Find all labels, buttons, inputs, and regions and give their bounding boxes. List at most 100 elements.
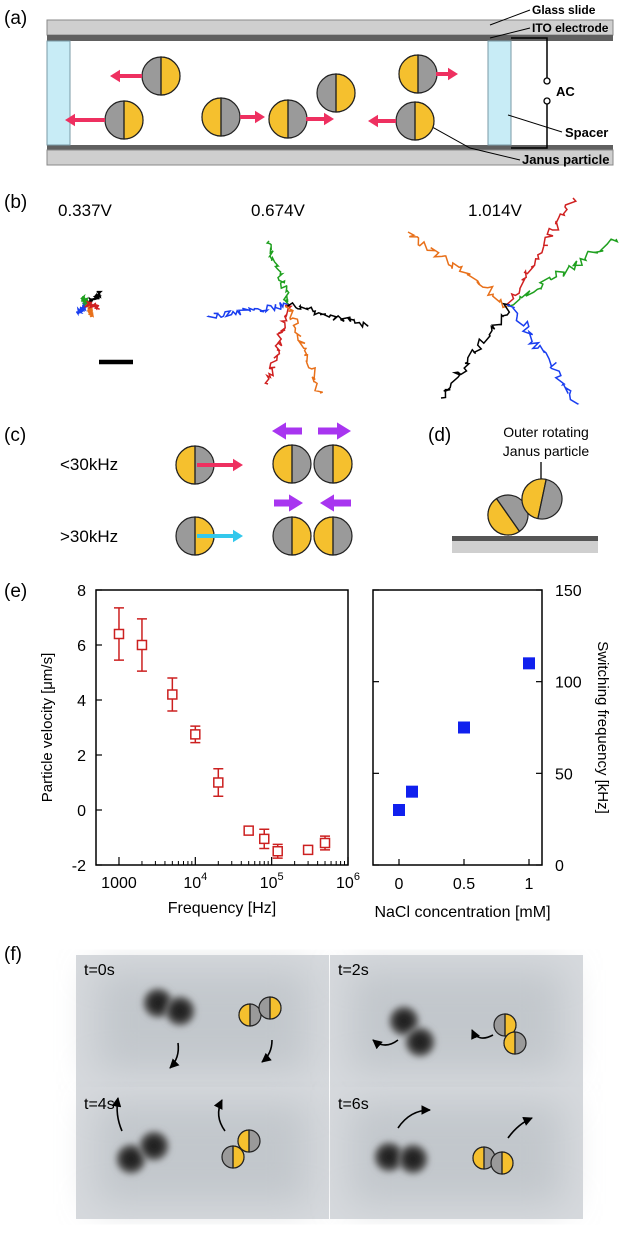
xtick-exponent: 5 [277,871,283,883]
frame-shading [350,970,563,1072]
xtick-label: 0 [395,876,404,893]
janus-icon [258,996,282,1020]
ac-wire-bottom [511,104,548,149]
panel-c: (c) <30kHz >30kHz [4,422,353,556]
glass-slide-leader [489,9,531,26]
janus-yellow-half [291,516,312,556]
ytick-label: 2 [77,748,86,765]
data-point [259,828,270,850]
janus-diagram-c [175,422,353,556]
data-point [113,607,125,661]
marker-square [393,804,405,816]
xtick-label: 0.5 [453,876,475,893]
marker-square [243,825,254,836]
trajectory-0674-0 [265,240,290,306]
arrow-head [337,422,351,440]
outer-rotating-label-1: Outer rotating [503,424,589,440]
motion-arrow-6 [306,112,334,126]
janus-particle-3 [316,73,356,113]
outer-rotating-label-2: Janus particle [503,443,590,459]
marker-square [272,846,283,857]
micrograph-frame-3 [330,1087,583,1219]
data-point [213,768,224,797]
janus-icon [490,1151,514,1175]
ito-electrode-bottom [47,145,613,150]
voltage-label-1: 0.337V [58,201,113,220]
micrograph-frames [76,955,583,1219]
glass-slide-top [46,19,614,36]
arrow-purple-high-right [320,494,351,512]
janus-yellow-half [398,54,419,94]
xtick-label: 105 [260,871,284,892]
janus-yellow-half [237,1129,250,1153]
motion-arrow-5 [240,110,265,124]
motion-arrow-2 [436,67,458,81]
ytick-label: 150 [555,583,582,600]
marker-square [302,844,314,856]
xtick-label: 106 [336,871,360,892]
janus-particle-4 [104,100,144,140]
motion-arrow-7 [368,114,396,128]
panel-d: (d) Outer rotating Janus particle [428,424,598,553]
arrow-head [272,422,286,440]
marker-square [319,837,331,849]
panel-label-c: (c) [4,425,26,446]
ytick-label: 50 [555,766,573,783]
marker-square [113,628,125,640]
janus-icon [503,1031,527,1055]
janus-particles-a [65,54,458,141]
janus-particle-5 [201,97,241,137]
x-axis-title: Frequency [Hz] [168,900,276,917]
janus-yellow-half [269,996,282,1020]
marker-square [213,777,224,788]
janus-pair-high-left [272,516,312,556]
panel-label-e: (e) [4,581,27,602]
trajectory-0674-4 [287,301,369,329]
velocity-chart: -2 0 2 4 6 8 1000 104 105 106 Frequency [Hz] Partic… [39,583,360,917]
janus-yellow-half [414,101,435,141]
data-point [272,843,283,859]
rotation-arrow [397,1105,431,1129]
xtick-label: 1 [525,876,534,893]
icon-rotation-arrow [507,1116,533,1139]
micrograph-frame-2 [76,1087,329,1219]
ito-electrode-leader [489,27,531,39]
panel-label-a: (a) [4,8,27,29]
rotation-arrow [111,1097,123,1132]
ac-terminal-bottom [543,97,551,105]
arrow-head [255,110,265,124]
motion-arrow-1 [110,69,142,83]
janus-yellow-half [335,73,356,113]
micrograph-frame-1 [330,955,583,1087]
marker-square [523,657,535,670]
janus-particle-leader [424,122,521,161]
janus-icon [221,1145,245,1169]
bead [404,1026,436,1058]
janus-particle-1 [141,56,181,96]
time-label-4s: t=4s [84,1096,115,1113]
marker-square [190,729,201,740]
arrow-head [233,458,243,472]
ac-terminal-top [543,77,551,85]
arrow-head [110,69,120,83]
xtick-label: 1000 [101,875,137,892]
janus-diagram-d [487,478,563,536]
substrate-electrode [452,536,598,541]
janus-yellow-half [313,516,334,556]
ytick-label: -2 [72,858,86,875]
janus-yellow-half [201,97,222,137]
ytick-label: 100 [555,675,582,692]
janus-icon [237,1129,261,1153]
panel-b: (b) 0.337V 0.674V 1.014V [4,192,619,405]
arrow-purple-high-left [274,494,303,512]
spacer-right [487,40,512,146]
janus-yellow-half [521,478,547,520]
icon-rotation-arrow [471,1029,494,1040]
marker-square [167,689,178,700]
xtick-exponent: 4 [201,871,207,883]
bead [397,1143,429,1175]
janus-yellow-half [160,56,181,96]
data-point [167,677,178,712]
janus-cap-boundary [537,479,547,519]
panel-label-b: (b) [4,192,27,213]
